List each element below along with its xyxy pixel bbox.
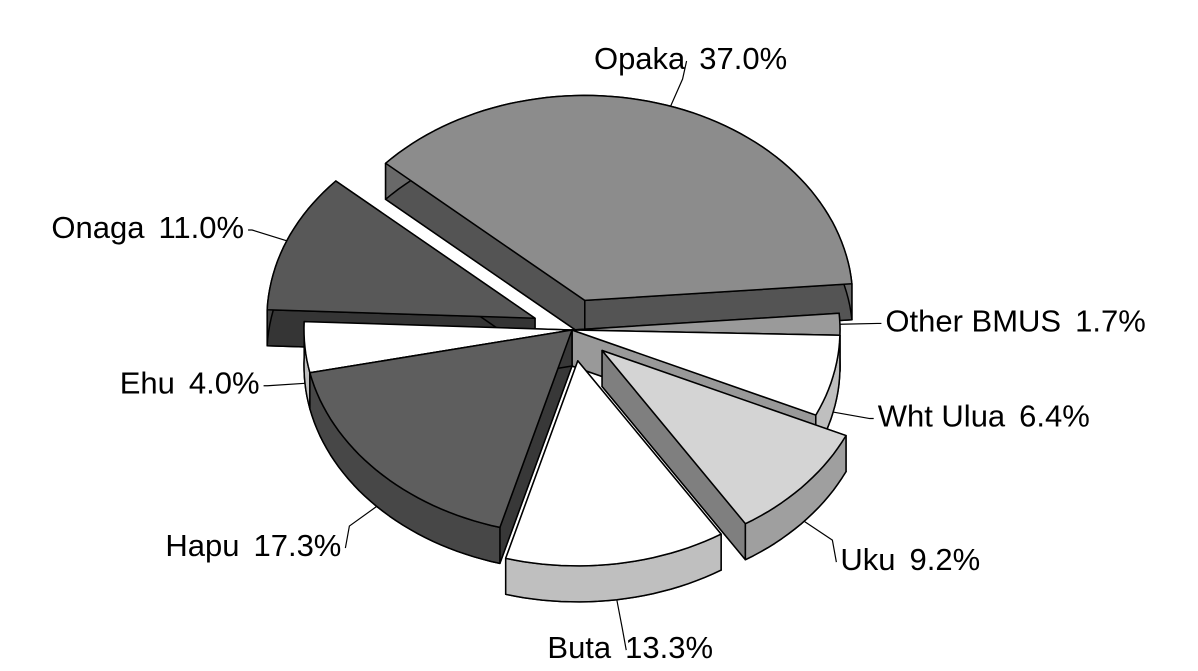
slice — [571, 329, 841, 416]
slice-label: Other BMUS 1.7% — [885, 304, 1145, 339]
slice-label: Buta 13.3% — [547, 630, 713, 665]
slice — [309, 329, 573, 565]
slice-label: Wht Ulua 6.4% — [878, 399, 1090, 434]
slice-value-label: 11.0% — [158, 210, 244, 245]
slice-value-label: 17.3% — [253, 528, 341, 563]
slice-category: Wht Ulua — [878, 399, 1006, 434]
slice-category: Uku — [840, 542, 895, 577]
leader-line — [616, 599, 627, 651]
slice — [504, 360, 722, 567]
slice-label: Uku 9.2% — [840, 542, 980, 577]
slice-label: Ehu 4.0% — [120, 366, 260, 401]
slice — [384, 94, 853, 302]
slice-category: Other BMUS — [885, 304, 1061, 339]
slice-value-label: 13.3% — [625, 630, 713, 665]
slice-category: Hapu — [165, 528, 239, 563]
leader-line — [833, 411, 874, 420]
slice — [384, 94, 853, 338]
leader-line — [248, 229, 287, 242]
leader-line — [803, 520, 837, 563]
leader-line — [670, 60, 688, 107]
slice-category: Opaka — [594, 41, 686, 76]
slice — [601, 349, 847, 525]
slice-label: Hapu 17.3% — [165, 528, 341, 563]
slice-label: Opaka 37.0% — [594, 41, 787, 76]
slice-value-label: 37.0% — [699, 41, 787, 76]
slice — [601, 349, 847, 561]
slice-value-label: 6.4% — [1019, 399, 1090, 434]
slice — [266, 180, 536, 355]
slice — [309, 329, 573, 529]
leader-line — [839, 322, 882, 325]
leader-line — [344, 505, 378, 549]
slice-value-label: 1.7% — [1075, 304, 1146, 339]
slice — [504, 360, 722, 603]
slice-value-label: 9.2% — [910, 542, 981, 577]
slice-category: Buta — [547, 630, 612, 665]
slice — [303, 320, 573, 374]
slice-label: Onaga 11.0% — [51, 210, 244, 245]
leader-line — [263, 382, 305, 387]
slice-category: Ehu — [120, 366, 175, 401]
slice-value-label: 4.0% — [189, 366, 260, 401]
slice-category: Onaga — [51, 210, 145, 245]
